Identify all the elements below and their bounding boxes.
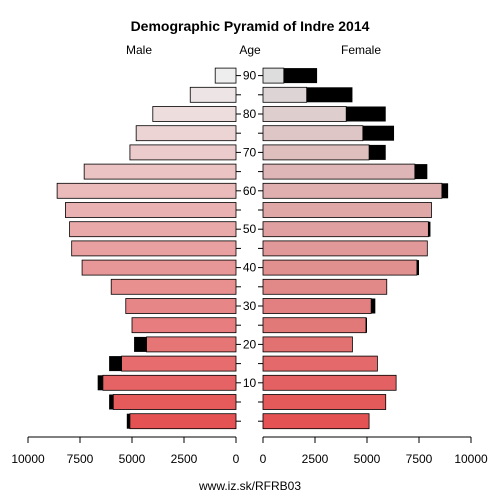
age-tick-label-50: 50 bbox=[243, 222, 257, 236]
female-bar-60 bbox=[262, 182, 443, 199]
female-bar-45 bbox=[262, 240, 428, 257]
male-bar-30 bbox=[125, 298, 237, 314]
female-bar-15 bbox=[262, 355, 378, 372]
age-tick-label-60: 60 bbox=[243, 184, 257, 198]
age-tick-label-30: 30 bbox=[243, 299, 257, 313]
female-bar-65 bbox=[262, 163, 416, 180]
age-label: Age bbox=[239, 43, 261, 57]
male-bar-70 bbox=[129, 144, 237, 161]
female-excess-bar-80 bbox=[346, 106, 386, 122]
male-excess-bar-0 bbox=[126, 413, 130, 429]
female-label: Female bbox=[341, 43, 381, 57]
female-x-tick-label-10000: 10000 bbox=[454, 452, 488, 466]
male-excess-bar-15 bbox=[109, 356, 122, 372]
female-excess-bar-75 bbox=[362, 125, 395, 141]
male-bar-85 bbox=[189, 86, 237, 103]
female-excess-bar-40 bbox=[416, 260, 419, 276]
female-bar-0 bbox=[262, 413, 370, 430]
age-tick-label-90: 90 bbox=[243, 69, 257, 83]
male-excess-bar-5 bbox=[109, 394, 114, 410]
female-bar-5 bbox=[262, 394, 387, 410]
male-bar-20 bbox=[146, 336, 237, 353]
female-excess-bar-90 bbox=[283, 68, 318, 84]
female-bar-10 bbox=[262, 374, 397, 391]
male-bar-0 bbox=[129, 413, 237, 430]
female-bar-30 bbox=[262, 298, 372, 314]
female-excess-bar-65 bbox=[414, 164, 428, 180]
female-excess-bar-25 bbox=[365, 317, 367, 333]
male-bar-10 bbox=[102, 374, 237, 391]
age-tick-label-80: 80 bbox=[243, 107, 257, 121]
male-bar-35 bbox=[110, 278, 237, 295]
age-tick-label-40: 40 bbox=[243, 261, 257, 275]
female-bar-50 bbox=[262, 221, 429, 238]
female-excess-bar-30 bbox=[371, 298, 376, 314]
male-bar-55 bbox=[65, 202, 237, 218]
source-footer: www.iz.sk/RFRB03 bbox=[198, 479, 301, 493]
age-tick-label-20: 20 bbox=[243, 337, 257, 351]
male-bar-50 bbox=[69, 221, 237, 238]
female-excess-bar-85 bbox=[306, 87, 353, 103]
female-x-tick-label-2500: 2500 bbox=[302, 452, 329, 466]
male-x-tick-label-10000: 10000 bbox=[11, 452, 45, 466]
male-x-tick-label-0: 0 bbox=[233, 452, 240, 466]
male-bar-5 bbox=[112, 394, 237, 410]
bars-group bbox=[56, 67, 449, 430]
male-bar-45 bbox=[71, 240, 237, 257]
female-bar-40 bbox=[262, 259, 418, 276]
age-axis: 10 20 30 40 50 60 70 80 90 bbox=[236, 69, 263, 422]
chart-title: Demographic Pyramid of Indre 2014 bbox=[131, 18, 370, 34]
male-bar-90 bbox=[214, 67, 237, 84]
age-tick-label-70: 70 bbox=[243, 145, 257, 159]
female-excess-bar-70 bbox=[369, 144, 386, 160]
male-bar-80 bbox=[152, 106, 237, 122]
female-bar-25 bbox=[262, 317, 367, 334]
male-bar-60 bbox=[56, 182, 237, 199]
female-bar-55 bbox=[262, 202, 432, 218]
male-x-tick-label-2500: 2500 bbox=[171, 452, 198, 466]
male-excess-bar-10 bbox=[97, 375, 103, 391]
male-bar-25 bbox=[131, 317, 237, 334]
female-bar-20 bbox=[262, 336, 353, 353]
male-label: Male bbox=[126, 43, 152, 57]
female-bar-90 bbox=[262, 67, 285, 84]
female-excess-bar-60 bbox=[441, 183, 449, 199]
female-x-tick-label-0: 0 bbox=[260, 452, 267, 466]
female-bar-85 bbox=[262, 86, 308, 103]
female-x-tick-label-7500: 7500 bbox=[406, 452, 433, 466]
male-excess-bar-20 bbox=[134, 336, 147, 352]
male-x-tick-label-7500: 7500 bbox=[67, 452, 94, 466]
age-tick-label-10: 10 bbox=[243, 376, 257, 390]
male-x-tick-label-5000: 5000 bbox=[119, 452, 146, 466]
male-bar-15 bbox=[121, 355, 237, 372]
female-bar-70 bbox=[262, 144, 370, 161]
female-x-tick-label-5000: 5000 bbox=[354, 452, 381, 466]
female-excess-bar-50 bbox=[428, 221, 431, 237]
female-bar-80 bbox=[262, 106, 347, 122]
female-bar-75 bbox=[262, 125, 364, 142]
male-bar-75 bbox=[135, 125, 237, 142]
male-bar-40 bbox=[81, 259, 237, 276]
male-bar-65 bbox=[83, 163, 237, 180]
x-axis: 10000 7500 5000 2500 0 0 2500 5000 7500 10000 bbox=[11, 436, 488, 466]
female-bar-35 bbox=[262, 278, 388, 295]
